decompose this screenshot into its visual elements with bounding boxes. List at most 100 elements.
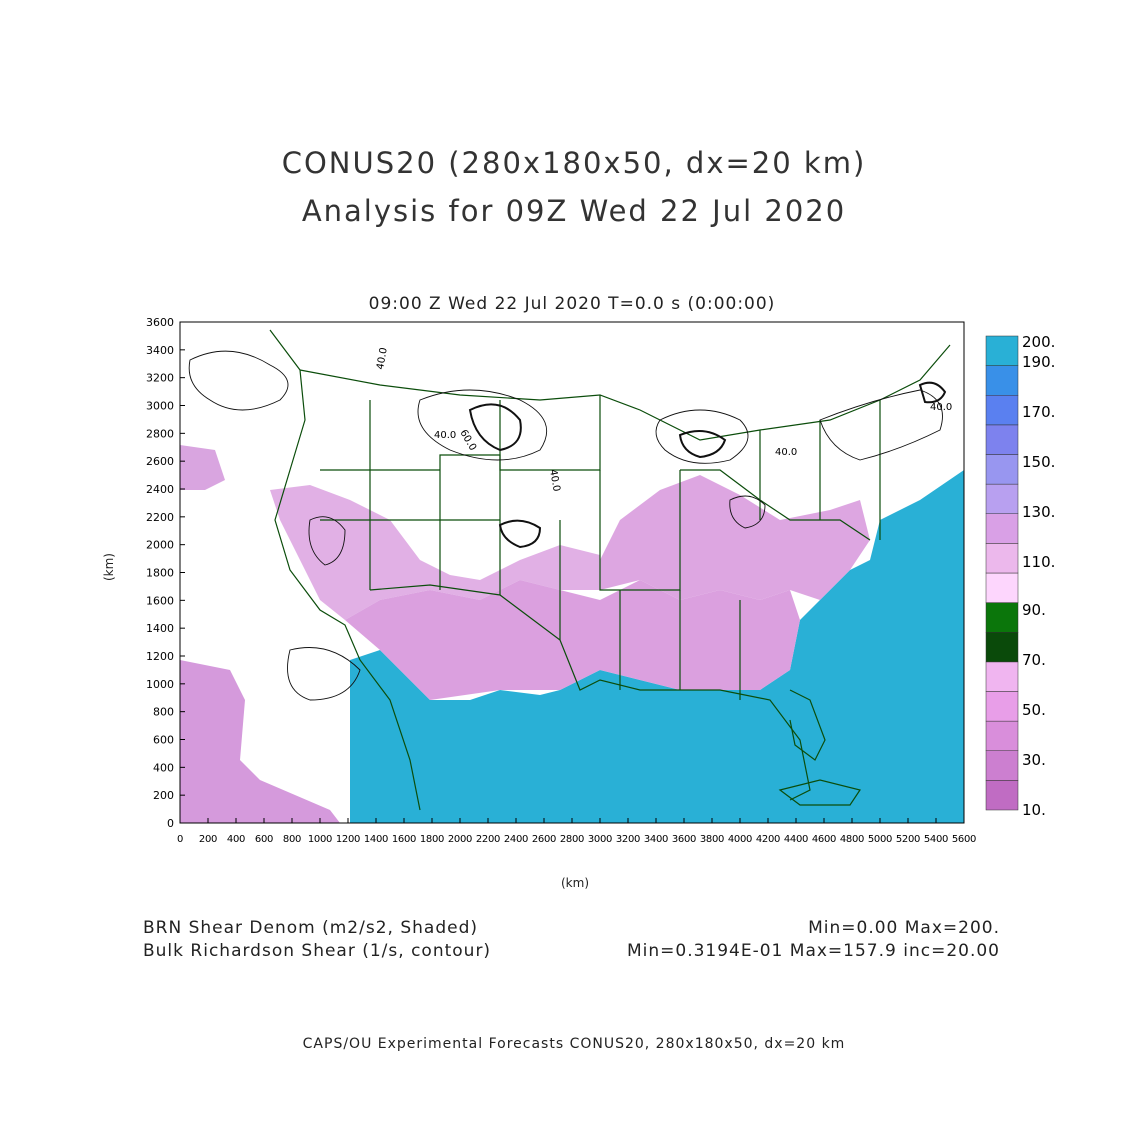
x-tick-label: 1000 <box>308 834 332 845</box>
colorbar-swatch <box>985 424 1019 455</box>
x-axis: 0 200 400 600 800 1000 1200 1400 1600 1800 2000 220… <box>177 818 976 845</box>
colorbar-swatch <box>985 454 1019 485</box>
colorbar-swatch <box>985 661 1019 692</box>
x-tick-label: 3000 <box>588 834 612 845</box>
colorbar-swatch <box>985 572 1019 603</box>
x-tick-label: 1800 <box>420 834 444 845</box>
y-tick-label: 600 <box>153 734 174 747</box>
valid-time-subtitle: 09:00 Z Wed 22 Jul 2020 T=0.0 s (0:00:00… <box>368 294 776 314</box>
contour-label: 40.0 <box>434 430 456 441</box>
colorbar-label: 90. <box>1022 601 1046 619</box>
contour-label: 40.0 <box>930 402 952 413</box>
colorbar-swatch <box>985 750 1019 781</box>
colorbar-label: 30. <box>1022 751 1046 769</box>
colorbar-label: 190. <box>1022 353 1055 371</box>
contour-field-label: Bulk Richardson Shear (1/s, contour) <box>143 941 492 961</box>
x-tick-label: 0 <box>177 834 183 845</box>
x-tick-label: 4800 <box>840 834 864 845</box>
contour-label: 40.0 <box>775 447 797 458</box>
x-tick-label: 1400 <box>364 834 388 845</box>
y-tick-label: 400 <box>153 761 174 774</box>
x-tick-label: 4000 <box>728 834 752 845</box>
y-tick-label: 2200 <box>146 511 174 524</box>
y-tick-label: 2600 <box>146 455 174 468</box>
contour-label: 40.0 <box>375 347 390 371</box>
colorbar-swatch <box>985 395 1019 426</box>
y-tick-label: 1600 <box>146 594 174 607</box>
y-tick-label: 2400 <box>146 483 174 496</box>
x-tick-label: 1200 <box>336 834 360 845</box>
x-tick-label: 2600 <box>532 834 556 845</box>
colorbar-label: 200. <box>1022 333 1055 351</box>
colorbar-swatch <box>985 720 1019 751</box>
y-tick-label: 1800 <box>146 567 174 580</box>
colorbar-label: 150. <box>1022 453 1055 471</box>
colorbar-swatch <box>985 602 1019 633</box>
colorbar-label: 130. <box>1022 503 1055 521</box>
x-tick-label: 2800 <box>560 834 584 845</box>
colorbar-swatch <box>985 335 1019 366</box>
credit-line: CAPS/OU Experimental Forecasts CONUS20, … <box>302 1036 846 1052</box>
shaded-field-label: BRN Shear Denom (m2/s2, Shaded) <box>143 918 478 938</box>
map-plot-area: 40.0 40.0 60.0 40.0 40.0 40.0 <box>180 322 964 823</box>
y-tick-label: 3000 <box>146 400 174 413</box>
colorbar-label: 50. <box>1022 701 1046 719</box>
land-shading-west <box>270 485 600 620</box>
y-tick-label: 3200 <box>146 372 174 385</box>
x-tick-label: 200 <box>199 834 217 845</box>
y-tick-label: 0 <box>167 817 174 830</box>
gulf-ocean-shading <box>350 470 964 823</box>
pacific-shading <box>180 660 340 823</box>
colorbar-swatch <box>985 513 1019 544</box>
contour-field-stats: Min=0.3194E-01 Max=157.9 inc=20.00 <box>626 941 1000 961</box>
colorbar-swatch <box>985 780 1019 811</box>
colorbar-swatch <box>985 632 1019 663</box>
x-tick-label: 5400 <box>924 834 948 845</box>
y-tick-label: 1000 <box>146 678 174 691</box>
y-tick-label: 800 <box>153 706 174 719</box>
y-tick-label: 2800 <box>146 427 174 440</box>
y-tick-label: 3600 <box>146 316 174 329</box>
x-tick-label: 4600 <box>812 834 836 845</box>
x-tick-label: 5000 <box>868 834 892 845</box>
chart-title-line2: Analysis for 09Z Wed 22 Jul 2020 <box>301 194 847 228</box>
x-tick-label: 3400 <box>644 834 668 845</box>
colorbar-label: 70. <box>1022 651 1046 669</box>
y-axis: 0 200 400 600 800 1000 1200 1400 1600 1800 2000 220… <box>146 316 185 830</box>
x-tick-label: 2400 <box>504 834 528 845</box>
colorbar-swatch <box>985 365 1019 396</box>
x-tick-label: 5600 <box>952 834 976 845</box>
x-tick-label: 3200 <box>616 834 640 845</box>
contour-label: 40.0 <box>547 469 562 493</box>
x-tick-label: 3600 <box>672 834 696 845</box>
colorbar-label: 10. <box>1022 801 1046 819</box>
x-tick-label: 4200 <box>756 834 780 845</box>
colorbar: 200. 190. 170. 150. 130. 110. 90. 70. 50. 30. 10. <box>985 333 1055 819</box>
y-tick-label: 3400 <box>146 344 174 357</box>
x-tick-label: 5200 <box>896 834 920 845</box>
colorbar-label: 170. <box>1022 403 1055 421</box>
colorbar-swatch <box>985 483 1019 514</box>
x-tick-label: 2000 <box>448 834 472 845</box>
x-tick-label: 1600 <box>392 834 416 845</box>
x-axis-unit: (km) <box>561 876 590 890</box>
y-tick-label: 1200 <box>146 650 174 663</box>
x-tick-label: 3800 <box>700 834 724 845</box>
x-tick-label: 400 <box>227 834 245 845</box>
y-tick-label: 200 <box>153 789 174 802</box>
x-tick-label: 800 <box>283 834 301 845</box>
state-borders <box>269 329 951 811</box>
colorbar-swatch <box>985 543 1019 574</box>
shear-contours <box>188 350 947 701</box>
x-tick-label: 2200 <box>476 834 500 845</box>
shaded-field-stats: Min=0.00 Max=200. <box>808 918 1000 938</box>
colorbar-label: 110. <box>1022 553 1055 571</box>
x-tick-label: 4400 <box>784 834 808 845</box>
chart-title-line1: CONUS20 (280x180x50, dx=20 km) <box>281 146 867 180</box>
land-shading-east <box>600 475 870 600</box>
y-tick-label: 1400 <box>146 622 174 635</box>
y-tick-label: 2000 <box>146 539 174 552</box>
x-tick-label: 600 <box>255 834 273 845</box>
pacific-shading-north <box>180 445 225 490</box>
